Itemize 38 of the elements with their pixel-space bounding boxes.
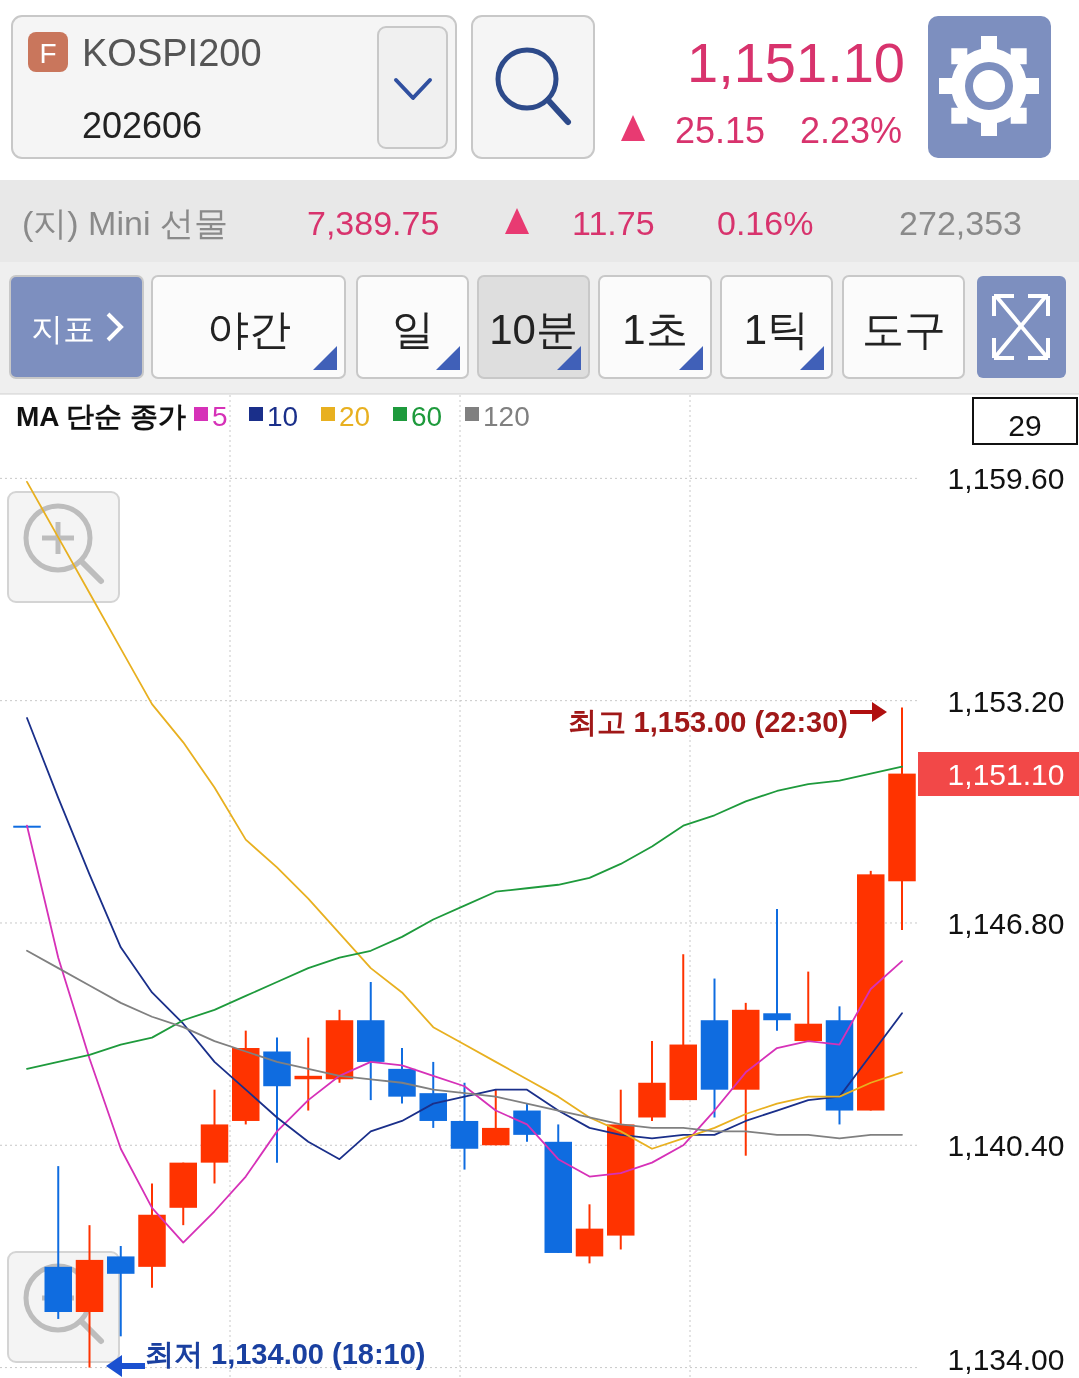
text: 29 [1008,409,1042,442]
legend-label: 5 [212,401,228,432]
legend-label: 20 [339,401,371,432]
text: 도구 [861,306,946,353]
text: 272,353 [899,204,1022,242]
legend-label: 60 [411,401,443,432]
legend-label: 10 [267,401,299,432]
text: 일 [391,306,434,353]
text: 1초 [622,306,688,353]
text: 0.16% [717,204,814,242]
candlestick [763,908,791,1032]
y-tick-label: 1,159.60 [947,462,1065,496]
text: 1틱 [743,306,810,353]
text: 7,389.75 [307,204,440,242]
annotation: 최고 1,153.00 (22:30) [567,706,848,738]
chart-subtitle: 202606 [82,105,203,146]
chart-title: KOSPI200 [82,32,262,74]
text: (지) Mini 선물 [22,204,228,242]
text: 11.75 [572,204,655,242]
y-tick-label: 1,140.40 [947,1129,1065,1163]
y-tick-label: 1,146.80 [947,906,1065,940]
line-series [26,949,903,1140]
text: 1,151.10 [687,31,905,94]
text: 25.15 [675,110,766,151]
y-tick-label: 1,153.20 [947,684,1065,718]
legend-title: MA 단순 종가 [16,401,187,432]
annotation: 최저 1,134.00 (18:10) [145,1338,426,1370]
y-tick-label: 1,134.00 [947,1343,1065,1376]
legend-label: 120 [483,401,530,432]
text: 1,151.10 [947,758,1065,791]
text: 10분 [489,306,578,353]
line-series [26,765,903,1070]
text: F [39,38,57,69]
line-series [26,480,903,1150]
text: 야간 [206,306,291,353]
text: 지표 [30,311,95,347]
text: 2.23% [799,110,902,151]
line-series [26,824,903,1244]
